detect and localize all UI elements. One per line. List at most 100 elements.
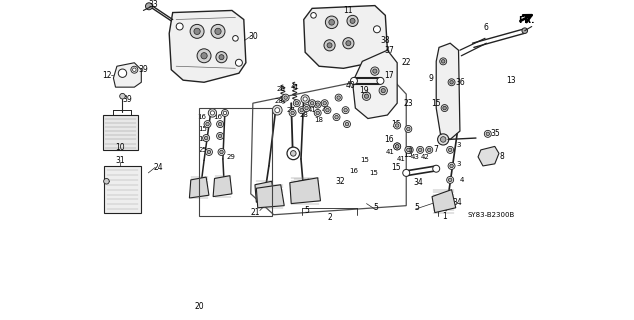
Text: 1: 1 — [442, 212, 447, 220]
Circle shape — [484, 130, 491, 137]
Text: FR.: FR. — [519, 16, 535, 25]
Circle shape — [291, 111, 294, 115]
Circle shape — [207, 150, 210, 154]
Circle shape — [217, 121, 224, 128]
Circle shape — [221, 109, 228, 116]
Text: 43: 43 — [411, 154, 420, 160]
Text: 37: 37 — [384, 46, 394, 55]
Text: 15: 15 — [391, 163, 401, 172]
Circle shape — [394, 143, 401, 150]
Circle shape — [131, 66, 138, 73]
Text: 42: 42 — [421, 154, 429, 160]
Text: 15: 15 — [391, 120, 401, 129]
Circle shape — [216, 52, 227, 63]
Polygon shape — [436, 43, 460, 140]
Text: 33: 33 — [148, 0, 158, 9]
Circle shape — [448, 79, 455, 86]
Text: 27: 27 — [287, 107, 295, 113]
Circle shape — [371, 67, 379, 75]
Circle shape — [311, 12, 316, 18]
Circle shape — [396, 145, 399, 148]
Text: 5: 5 — [304, 206, 309, 215]
Text: 15: 15 — [198, 126, 207, 132]
Circle shape — [522, 28, 527, 34]
Text: 4: 4 — [460, 177, 464, 183]
Circle shape — [287, 147, 300, 160]
Circle shape — [396, 124, 399, 127]
Circle shape — [347, 15, 358, 27]
Text: 41: 41 — [290, 84, 299, 90]
Circle shape — [448, 148, 452, 152]
Polygon shape — [255, 181, 275, 202]
Text: 10: 10 — [115, 143, 125, 152]
Circle shape — [346, 41, 351, 46]
Circle shape — [329, 20, 335, 25]
Circle shape — [314, 101, 321, 108]
Circle shape — [441, 60, 445, 63]
Circle shape — [298, 107, 305, 114]
Circle shape — [303, 97, 307, 101]
Circle shape — [344, 121, 351, 128]
Circle shape — [190, 24, 204, 38]
Circle shape — [486, 132, 489, 136]
Text: 13: 13 — [506, 76, 515, 85]
Circle shape — [324, 107, 331, 114]
Circle shape — [235, 59, 242, 66]
Polygon shape — [293, 179, 312, 201]
Text: 41: 41 — [397, 156, 406, 162]
Circle shape — [406, 127, 410, 131]
Circle shape — [208, 109, 217, 117]
Circle shape — [203, 134, 210, 141]
Circle shape — [194, 28, 200, 35]
Circle shape — [405, 125, 412, 132]
Circle shape — [448, 178, 452, 182]
Circle shape — [303, 105, 310, 112]
Circle shape — [437, 134, 449, 145]
Text: 22: 22 — [401, 58, 411, 67]
Circle shape — [275, 108, 280, 113]
Circle shape — [218, 134, 222, 138]
Text: 5: 5 — [414, 203, 419, 212]
Circle shape — [273, 105, 282, 115]
Circle shape — [394, 143, 401, 150]
Text: 40: 40 — [346, 81, 355, 90]
Circle shape — [282, 94, 289, 101]
Circle shape — [443, 106, 446, 110]
Text: 15: 15 — [360, 157, 369, 163]
Circle shape — [223, 111, 227, 115]
Text: 12: 12 — [103, 71, 112, 80]
Circle shape — [335, 116, 339, 119]
Text: 25: 25 — [198, 147, 207, 153]
Text: 35: 35 — [490, 129, 500, 138]
Polygon shape — [353, 50, 397, 118]
Polygon shape — [478, 147, 499, 166]
Text: 11: 11 — [344, 6, 353, 15]
Text: 28: 28 — [299, 112, 308, 118]
Polygon shape — [432, 190, 456, 213]
Text: 16: 16 — [384, 135, 394, 144]
Circle shape — [218, 148, 225, 156]
Circle shape — [301, 95, 309, 103]
Circle shape — [295, 101, 299, 105]
Text: 34: 34 — [452, 198, 462, 207]
Circle shape — [316, 111, 320, 115]
Circle shape — [405, 147, 412, 153]
Text: 21: 21 — [250, 208, 260, 217]
Text: 39: 39 — [122, 94, 133, 103]
Circle shape — [379, 86, 387, 95]
Text: 39: 39 — [138, 65, 148, 74]
Circle shape — [321, 100, 328, 107]
Text: 41: 41 — [321, 107, 330, 113]
Bar — [199, 108, 273, 216]
Circle shape — [394, 122, 401, 129]
Text: 15: 15 — [369, 170, 378, 176]
Circle shape — [305, 106, 308, 110]
Polygon shape — [213, 176, 232, 196]
Circle shape — [197, 49, 211, 63]
Circle shape — [447, 147, 454, 153]
Text: 32: 32 — [335, 177, 345, 186]
Circle shape — [418, 148, 422, 152]
Polygon shape — [290, 178, 320, 204]
Circle shape — [325, 16, 338, 28]
Circle shape — [427, 148, 431, 152]
